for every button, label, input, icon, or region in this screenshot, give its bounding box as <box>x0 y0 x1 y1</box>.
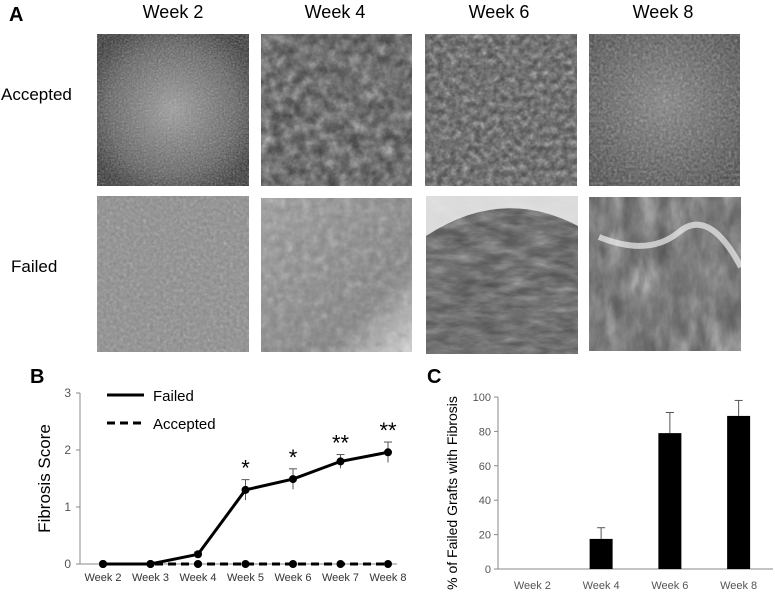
column-header-week4: Week 4 <box>304 2 366 22</box>
column-header-week8: Week 8 <box>632 2 694 22</box>
panel-a-label: A <box>9 4 24 26</box>
data-point-accepted <box>384 560 392 568</box>
bar-week4 <box>589 538 613 569</box>
data-point-failed <box>194 550 202 559</box>
significance-marker: ** <box>379 418 397 443</box>
panel-c-label: C <box>427 366 442 388</box>
y-axis-label: % of Failed Grafts with Fibrosis <box>444 396 460 590</box>
data-point-accepted <box>241 560 250 568</box>
y-tick-label: 0 <box>64 557 71 571</box>
micrograph-accepted-week8 <box>589 34 740 186</box>
y-tick-label: 80 <box>479 426 491 438</box>
y-tick-label: 0 <box>485 564 491 576</box>
data-point-failed <box>384 448 392 457</box>
micrograph-accepted-week6 <box>425 34 577 186</box>
data-point-failed <box>336 457 345 466</box>
legend-label-failed: Failed <box>153 388 194 405</box>
failed-grafts-fibrosis-chart: 0 20 40 60 80 100 Week 2 Week 4 Week 6 Week 8 % of… <box>444 392 773 592</box>
row-header-accepted: Accepted <box>1 85 72 104</box>
y-tick-label: 40 <box>479 495 491 507</box>
panel-b-label: B <box>30 366 45 388</box>
x-tick-label: Week 3 <box>132 572 169 584</box>
x-tick-label: Week 2 <box>514 580 551 592</box>
y-tick-label: 3 <box>64 386 71 400</box>
x-tick-label: Week 6 <box>274 572 311 584</box>
significance-marker: * <box>289 445 298 470</box>
x-tick-label: Week 8 <box>720 580 757 592</box>
significance-marker: ** <box>332 431 350 456</box>
x-tick-label: Week 4 <box>583 580 620 592</box>
legend-label-accepted: Accepted <box>153 416 216 433</box>
data-point-accepted <box>99 560 107 568</box>
x-tick-label: Week 5 <box>227 572 264 584</box>
data-point-accepted <box>289 560 297 568</box>
y-tick-label: 1 <box>64 500 71 514</box>
data-point-failed <box>289 475 297 484</box>
micrograph-accepted-week4 <box>261 34 412 186</box>
y-axis-label: Fibrosis Score <box>35 424 54 533</box>
y-tick-label: 2 <box>64 443 71 457</box>
y-tick-label: 20 <box>479 530 491 542</box>
micrograph-failed-week6 <box>426 196 578 354</box>
row-header-failed: Failed <box>11 257 58 276</box>
micrograph-failed-week2 <box>97 196 249 352</box>
micrograph-failed-week4 <box>261 198 412 352</box>
y-tick-label: 100 <box>473 392 491 404</box>
y-tick-label: 60 <box>479 461 491 473</box>
micrograph-accepted-week2 <box>97 34 249 186</box>
x-tick-label: Week 8 <box>369 572 406 584</box>
fibrosis-score-chart: 0 1 2 3 Week 2 Week 3 Week 4 Week 5 Week 6 Week 7… <box>35 386 407 584</box>
data-point-failed <box>241 485 250 494</box>
bar-week6 <box>658 433 682 569</box>
micrograph-failed-week8 <box>589 197 741 351</box>
x-tick-label: Week 2 <box>84 572 121 584</box>
column-header-week2: Week 2 <box>142 2 204 22</box>
x-tick-label: Week 4 <box>179 572 216 584</box>
x-tick-label: Week 7 <box>322 572 359 584</box>
x-tick-label: Week 6 <box>651 580 688 592</box>
data-point-accepted <box>146 560 155 568</box>
column-header-week6: Week 6 <box>468 2 530 22</box>
data-point-accepted <box>194 560 202 568</box>
bar-week8 <box>727 415 751 569</box>
data-point-accepted <box>336 560 345 568</box>
significance-marker: * <box>241 456 250 481</box>
